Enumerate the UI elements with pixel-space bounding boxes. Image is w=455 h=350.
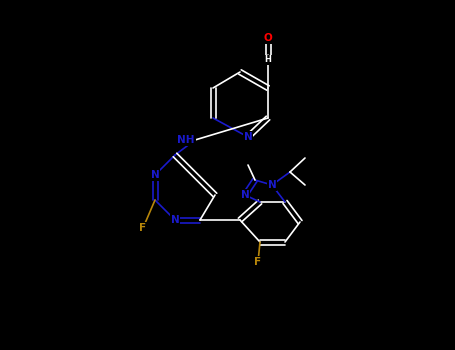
Text: N: N	[243, 132, 253, 142]
Text: NH: NH	[177, 135, 195, 145]
Text: N: N	[151, 170, 159, 180]
Text: F: F	[254, 257, 262, 267]
Text: O: O	[263, 33, 273, 43]
Text: N: N	[241, 190, 249, 200]
Text: N: N	[268, 180, 276, 190]
Text: F: F	[139, 223, 147, 233]
Text: N: N	[171, 215, 179, 225]
Text: H: H	[264, 56, 272, 64]
